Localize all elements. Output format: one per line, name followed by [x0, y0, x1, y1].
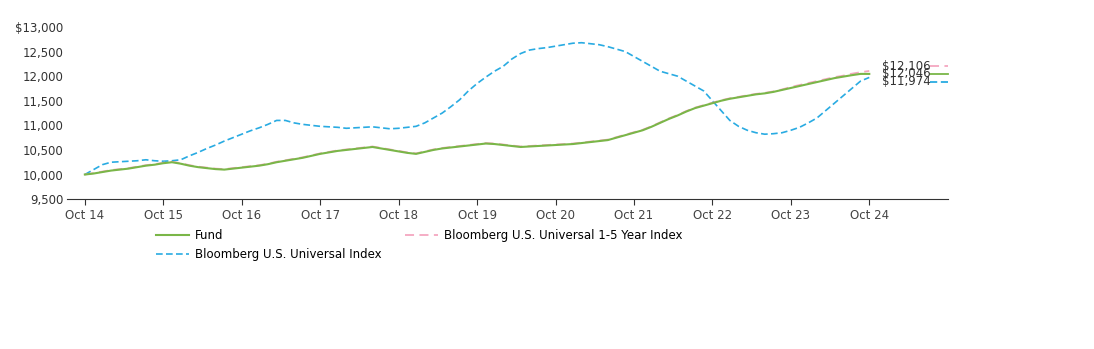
Text: $11,974: $11,974	[883, 75, 931, 88]
Legend: Fund, Bloomberg U.S. Universal Index, Bloomberg U.S. Universal 1-5 Year Index: Fund, Bloomberg U.S. Universal Index, Bl…	[151, 224, 688, 266]
Text: $12,046: $12,046	[883, 67, 931, 80]
Text: $12,106: $12,106	[883, 60, 931, 73]
